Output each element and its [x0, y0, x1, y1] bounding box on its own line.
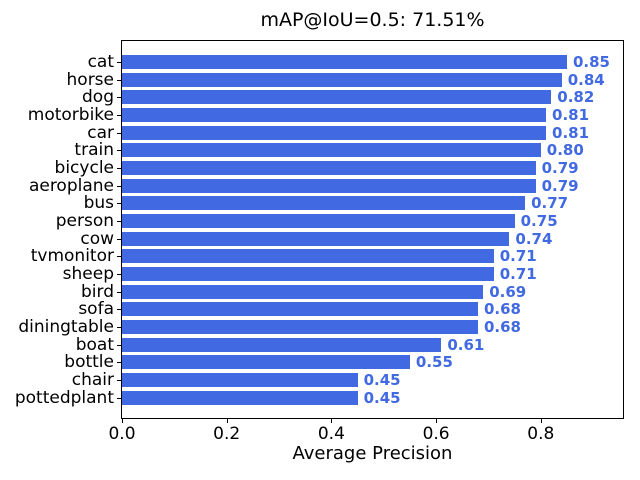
bar-value-label-person: 0.75 — [520, 211, 558, 230]
ytick-label-tvmonitor: tvmonitor — [30, 246, 114, 267]
bar-value-label-cat: 0.85 — [572, 53, 610, 71]
bar-value-label-bird: 0.69 — [489, 282, 527, 301]
bar-person — [122, 213, 515, 228]
ytick-mark-train — [117, 150, 121, 152]
bar-motorbike — [122, 107, 547, 122]
ytick-label-bicycle: bicycle — [54, 157, 114, 178]
ytick-label-cow: cow — [80, 228, 114, 249]
ytick-label-person: person — [55, 210, 114, 231]
xtick-label-0.0: 0.0 — [108, 424, 136, 444]
bar-tvmonitor — [122, 249, 494, 264]
ytick-label-sheep: sheep — [62, 263, 114, 284]
ytick-label-cat: cat — [87, 52, 114, 72]
ytick-label-bus: bus — [83, 193, 114, 214]
ytick-mark-sofa — [117, 309, 121, 311]
bar-bottle — [122, 355, 410, 370]
plot-area: 0.85 0.84 0.82 0.81 0.81 0.80 0.79 0.79 0.77 0.75… — [121, 40, 624, 419]
bar-value-label-dog: 0.82 — [557, 88, 595, 107]
ytick-mark-cat — [117, 62, 121, 63]
ytick-mark-aeroplane — [117, 185, 121, 187]
bar-value-label-chair: 0.45 — [363, 370, 401, 389]
ytick-mark-horse — [117, 79, 121, 81]
bar-boat — [122, 337, 442, 352]
ytick-label-bird: bird — [81, 281, 114, 302]
ytick-mark-dog — [117, 97, 121, 99]
ytick-label-aeroplane: aeroplane — [28, 175, 114, 196]
ytick-label-motorbike: motorbike — [27, 104, 114, 125]
bar-value-label-bottle: 0.55 — [415, 353, 453, 372]
bar-value-label-bus: 0.77 — [531, 194, 569, 213]
ytick-label-chair: chair — [71, 369, 114, 390]
ytick-label-bottle: bottle — [64, 352, 114, 373]
xtick-mark-0.2 — [226, 419, 228, 423]
ytick-label-diningtable: diningtable — [18, 316, 114, 337]
bar-value-label-train: 0.80 — [546, 141, 584, 160]
xtick-label-0.6: 0.6 — [422, 424, 450, 444]
bar-diningtable — [122, 319, 478, 334]
xtick-mark-0.4 — [331, 419, 333, 423]
bar-cow — [122, 231, 510, 246]
ytick-label-sofa: sofa — [78, 299, 114, 320]
ytick-mark-diningtable — [117, 326, 121, 328]
ytick-label-boat: boat — [75, 334, 114, 355]
bar-value-label-pottedplant: 0.45 — [363, 388, 401, 407]
bar-value-label-diningtable: 0.68 — [483, 317, 521, 336]
bar-value-label-car: 0.81 — [552, 123, 590, 142]
bar-sheep — [122, 266, 494, 281]
bar-pottedplant — [122, 390, 358, 405]
xtick-label-0.2: 0.2 — [213, 424, 241, 444]
bar-sofa — [122, 302, 478, 317]
ytick-mark-person — [117, 220, 121, 222]
ytick-label-dog: dog — [82, 87, 114, 108]
ytick-mark-car — [117, 132, 121, 134]
ytick-mark-cow — [117, 238, 121, 240]
bar-value-label-motorbike: 0.81 — [552, 105, 590, 124]
ytick-mark-boat — [117, 344, 121, 346]
ytick-mark-tvmonitor — [117, 256, 121, 258]
bar-value-label-horse: 0.84 — [567, 70, 605, 89]
bar-value-label-cow: 0.74 — [515, 229, 553, 248]
bar-dog — [122, 90, 552, 105]
bar-bird — [122, 284, 484, 299]
ytick-mark-bicycle — [117, 167, 121, 169]
bar-bus — [122, 196, 526, 211]
xtick-label-0.4: 0.4 — [317, 424, 345, 444]
ytick-label-car: car — [87, 122, 114, 143]
bar-car — [122, 125, 547, 140]
xtick-label-0.8: 0.8 — [527, 424, 555, 444]
ytick-label-horse: horse — [66, 69, 114, 90]
bar-horse — [122, 72, 562, 87]
xtick-mark-0.8 — [540, 419, 542, 423]
bar-value-label-sheep: 0.71 — [499, 264, 537, 283]
bar-value-label-boat: 0.61 — [447, 335, 485, 354]
ytick-label-train: train — [74, 140, 114, 161]
bar-chair — [122, 372, 358, 387]
bar-value-label-bicycle: 0.79 — [541, 158, 579, 177]
bar-value-label-aeroplane: 0.79 — [541, 176, 579, 195]
ytick-mark-chair — [117, 379, 121, 381]
ytick-mark-bird — [117, 291, 121, 293]
bar-bicycle — [122, 160, 536, 175]
xtick-mark-0.6 — [436, 419, 438, 423]
bar-train — [122, 143, 541, 158]
ytick-label-pottedplant: pottedplant — [14, 387, 114, 408]
ytick-mark-sheep — [117, 273, 121, 275]
ytick-mark-bottle — [117, 362, 121, 364]
bar-aeroplane — [122, 178, 536, 193]
ytick-mark-motorbike — [117, 114, 121, 116]
x-axis-title: Average Precision — [292, 443, 453, 464]
bar-cat — [122, 55, 567, 69]
ytick-mark-bus — [117, 203, 121, 205]
xtick-mark-0.0 — [122, 419, 123, 423]
bar-value-label-sofa: 0.68 — [483, 300, 521, 319]
ytick-mark-pottedplant — [117, 397, 121, 399]
chart-title: mAP@IoU=0.5: 71.51% — [260, 9, 485, 31]
bar-value-label-tvmonitor: 0.71 — [499, 247, 537, 266]
